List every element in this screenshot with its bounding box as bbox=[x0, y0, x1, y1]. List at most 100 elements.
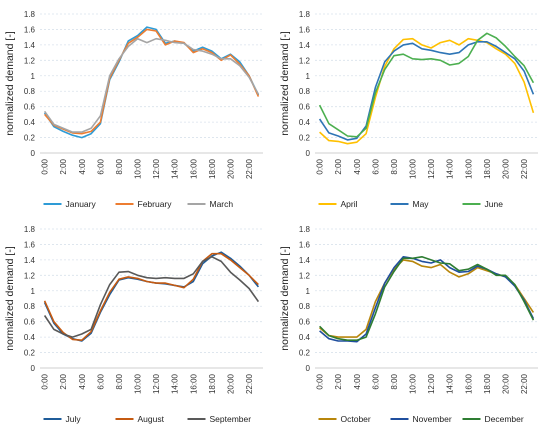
legend-label: February bbox=[138, 199, 173, 209]
legend-label: January bbox=[66, 199, 97, 209]
x-tick-label: 18:00 bbox=[483, 373, 492, 394]
x-tick-label: 10:00 bbox=[409, 158, 418, 179]
x-tick-label: 12:00 bbox=[152, 373, 161, 394]
x-tick-label: 14:00 bbox=[446, 158, 455, 179]
x-tick-label: 10:00 bbox=[409, 373, 418, 394]
x-tick-label: 22:00 bbox=[245, 373, 254, 394]
x-tick-label: 12:00 bbox=[152, 158, 161, 179]
series-line bbox=[319, 255, 535, 343]
legend-label: March bbox=[210, 199, 234, 209]
x-tick-label: 10:00 bbox=[134, 373, 143, 394]
y-tick-label: 1.8 bbox=[299, 10, 311, 19]
y-tick-label: 1.6 bbox=[299, 25, 311, 34]
x-tick-label: 22:00 bbox=[245, 158, 254, 179]
x-tick-label: 20:00 bbox=[226, 158, 235, 179]
y-tick-label: 0.2 bbox=[24, 349, 36, 358]
y-tick-label: 1.6 bbox=[24, 240, 36, 249]
y-tick-label: 1.2 bbox=[24, 56, 36, 65]
series-line bbox=[318, 32, 535, 138]
x-tick-label: 8:00 bbox=[390, 373, 399, 389]
y-tick-label: 0.4 bbox=[24, 118, 36, 127]
y-tick-label: 0 bbox=[31, 149, 36, 158]
legend-label: October bbox=[341, 414, 371, 424]
y-tick-label: 0.2 bbox=[299, 134, 311, 143]
y-tick-label: 0.8 bbox=[24, 87, 36, 96]
x-tick-label: 16:00 bbox=[464, 373, 473, 394]
y-tick-label: 1.2 bbox=[299, 271, 311, 280]
y-tick-label: 1.2 bbox=[24, 271, 36, 280]
x-tick-label: 14:00 bbox=[171, 373, 180, 394]
y-tick-label: 0.8 bbox=[24, 302, 36, 311]
x-tick-label: 18:00 bbox=[483, 158, 492, 179]
y-axis-label: normalized demand [-] bbox=[4, 31, 16, 136]
y-tick-label: 0.6 bbox=[299, 318, 311, 327]
x-tick-label: 22:00 bbox=[520, 158, 529, 179]
series-line bbox=[318, 40, 535, 141]
y-tick-label: 0.2 bbox=[24, 134, 36, 143]
x-tick-label: 14:00 bbox=[171, 158, 180, 179]
legend-label: August bbox=[138, 414, 165, 424]
legend-label: May bbox=[413, 199, 430, 209]
y-axis-label: normalized demand [-] bbox=[279, 31, 291, 136]
series-line bbox=[319, 37, 535, 145]
y-tick-label: 0.6 bbox=[24, 318, 36, 327]
x-tick-label: 14:00 bbox=[446, 373, 455, 394]
series-line bbox=[319, 255, 535, 341]
series-line bbox=[319, 259, 535, 338]
legend-label: April bbox=[341, 199, 358, 209]
series-line bbox=[43, 26, 260, 139]
x-tick-label: 12:00 bbox=[427, 158, 436, 179]
y-tick-label: 1.4 bbox=[24, 41, 36, 50]
x-tick-label: 8:00 bbox=[390, 158, 399, 174]
x-tick-label: 20:00 bbox=[501, 373, 510, 394]
y-tick-label: 0 bbox=[306, 364, 311, 373]
x-tick-label: 10:00 bbox=[134, 158, 143, 179]
y-tick-label: 1.8 bbox=[24, 10, 36, 19]
legend-label: July bbox=[66, 414, 82, 424]
x-tick-label: 18:00 bbox=[208, 373, 217, 394]
series-line bbox=[43, 251, 260, 342]
y-tick-label: 0.2 bbox=[299, 349, 311, 358]
y-tick-label: 0.4 bbox=[299, 118, 311, 127]
y-tick-label: 1.4 bbox=[299, 41, 311, 50]
series-line bbox=[43, 37, 260, 133]
x-tick-label: 20:00 bbox=[501, 158, 510, 179]
x-tick-label: 6:00 bbox=[371, 158, 380, 174]
y-axis-label: normalized demand [-] bbox=[4, 246, 16, 351]
x-tick-label: 16:00 bbox=[189, 373, 198, 394]
x-tick-label: 6:00 bbox=[96, 158, 105, 174]
x-tick-label: 0:00 bbox=[316, 158, 325, 174]
x-tick-label: 18:00 bbox=[208, 158, 217, 179]
y-tick-label: 1.8 bbox=[299, 225, 311, 234]
x-tick-label: 12:00 bbox=[427, 373, 436, 394]
x-tick-label: 16:00 bbox=[464, 158, 473, 179]
y-tick-label: 1 bbox=[31, 287, 36, 296]
x-tick-label: 6:00 bbox=[96, 373, 105, 389]
x-tick-label: 4:00 bbox=[78, 158, 87, 174]
legend-label: June bbox=[485, 199, 504, 209]
x-tick-label: 22:00 bbox=[520, 373, 529, 394]
x-tick-label: 8:00 bbox=[115, 158, 124, 174]
legend-label: November bbox=[413, 414, 452, 424]
y-tick-label: 0.6 bbox=[299, 103, 311, 112]
chart-svg: 0 0.2 0.4 0.6 0.8 1 1.2 1.4 1.6 1.8 0:00 2:00 4:00 6:… bbox=[279, 225, 538, 424]
y-tick-label: 1 bbox=[306, 72, 311, 81]
y-axis-label: normalized demand [-] bbox=[279, 246, 291, 351]
y-tick-label: 1 bbox=[306, 287, 311, 296]
series-line bbox=[43, 252, 259, 341]
x-tick-label: 6:00 bbox=[371, 373, 380, 389]
y-tick-label: 0 bbox=[31, 364, 36, 373]
x-tick-label: 4:00 bbox=[353, 158, 362, 174]
y-tick-label: 0.4 bbox=[24, 333, 36, 342]
y-tick-label: 1 bbox=[31, 72, 36, 81]
y-tick-label: 0.6 bbox=[24, 103, 36, 112]
x-tick-label: 2:00 bbox=[334, 373, 343, 389]
y-tick-label: 1.4 bbox=[299, 256, 311, 265]
x-tick-label: 4:00 bbox=[78, 373, 87, 389]
x-tick-label: 2:00 bbox=[334, 158, 343, 174]
x-tick-label: 0:00 bbox=[41, 158, 50, 174]
y-tick-label: 1.6 bbox=[24, 25, 36, 34]
y-tick-label: 1.2 bbox=[299, 56, 311, 65]
x-tick-label: 0:00 bbox=[41, 373, 50, 389]
chart-svg: 0 0.2 0.4 0.6 0.8 1 1.2 1.4 1.6 1.8 0:00 2:00 4:00 6:… bbox=[4, 225, 263, 424]
